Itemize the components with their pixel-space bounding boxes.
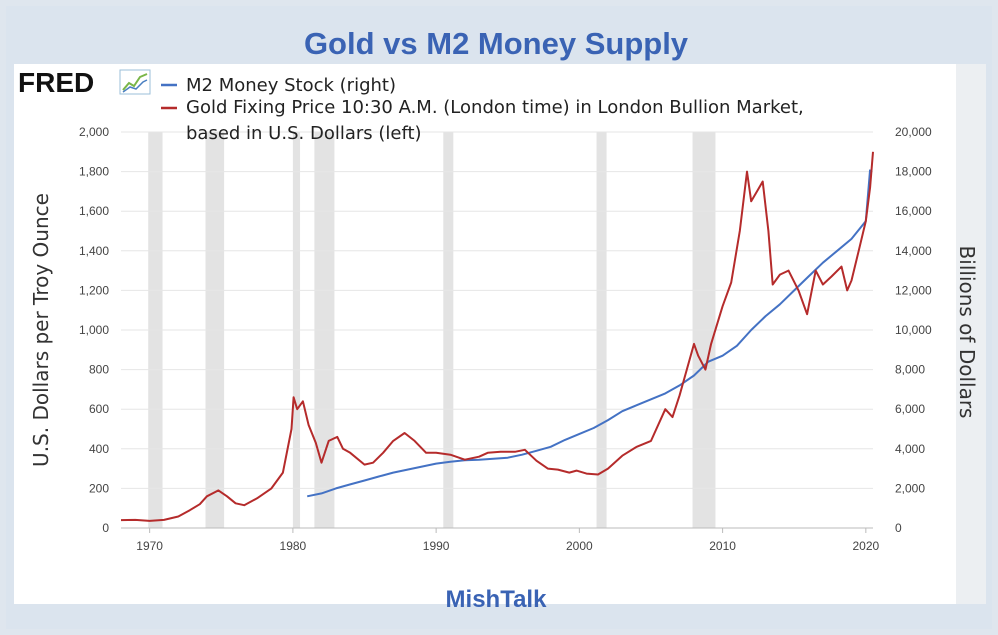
fred-logo: FRED xyxy=(18,67,151,98)
y-tick-right: 14,000 xyxy=(895,244,932,258)
y-tick-left: 1,400 xyxy=(79,244,109,258)
x-tick: 1990 xyxy=(423,539,450,553)
x-tick: 1980 xyxy=(280,539,307,553)
y-tick-left: 600 xyxy=(89,402,109,416)
y-tick-right: 12,000 xyxy=(895,283,932,297)
series-line-gold xyxy=(120,151,874,522)
y-tick-right: 18,000 xyxy=(895,165,932,179)
y-tick-left: 400 xyxy=(89,442,109,456)
gridlines xyxy=(121,131,873,529)
series-lines xyxy=(120,151,874,522)
fred-chart-icon xyxy=(119,69,151,95)
legend: M2 Money Stock (right) Gold Fixing Price… xyxy=(161,75,809,144)
x-tick: 2020 xyxy=(852,539,879,553)
y-axis-left-label: U.S. Dollars per Troy Ounce xyxy=(29,193,53,467)
y-tick-right: 2,000 xyxy=(895,481,925,495)
y-tick-right: 0 xyxy=(895,521,902,535)
y-tick-left: 0 xyxy=(102,521,109,535)
y-tick-right: 16,000 xyxy=(895,204,932,218)
chart-frame: Gold vs M2 Money Supply 0 200 400 600 800 1,0… xyxy=(6,6,992,629)
y-tick-left: 1,600 xyxy=(79,204,109,218)
plot-panel xyxy=(14,64,972,604)
y-tick-right: 20,000 xyxy=(895,125,932,139)
y-tick-left: 1,200 xyxy=(79,283,109,297)
x-tick: 2010 xyxy=(709,539,736,553)
chart-title: Gold vs M2 Money Supply xyxy=(304,26,689,61)
footer-brand: MishTalk xyxy=(446,586,548,613)
chart-svg: Gold vs M2 Money Supply 0 200 400 600 800 1,0… xyxy=(6,6,992,629)
tick-labels: 0 200 400 600 800 1,000 1,200 1,400 1,600 1,800 2,… xyxy=(79,125,932,553)
legend-label-gold: Gold Fixing Price 10:30 A.M. (London tim… xyxy=(186,97,809,144)
y-tick-left: 1,800 xyxy=(79,165,109,179)
y-tick-right: 4,000 xyxy=(895,442,925,456)
y-tick-left: 2,000 xyxy=(79,125,109,139)
y-tick-right: 6,000 xyxy=(895,402,925,416)
x-tick: 1970 xyxy=(136,539,163,553)
y-tick-right: 8,000 xyxy=(895,363,925,377)
y-tick-left: 200 xyxy=(89,481,109,495)
fred-wordmark: FRED xyxy=(18,67,94,98)
y-tick-left: 1,000 xyxy=(79,323,109,337)
series-line-m2 xyxy=(307,169,872,498)
right-strip xyxy=(956,64,986,604)
y-tick-right: 10,000 xyxy=(895,323,932,337)
y-axis-right-label: Billions of Dollars xyxy=(955,246,979,419)
x-tick: 2000 xyxy=(566,539,593,553)
legend-label-m2: M2 Money Stock (right) xyxy=(186,75,396,96)
y-tick-left: 800 xyxy=(89,363,109,377)
